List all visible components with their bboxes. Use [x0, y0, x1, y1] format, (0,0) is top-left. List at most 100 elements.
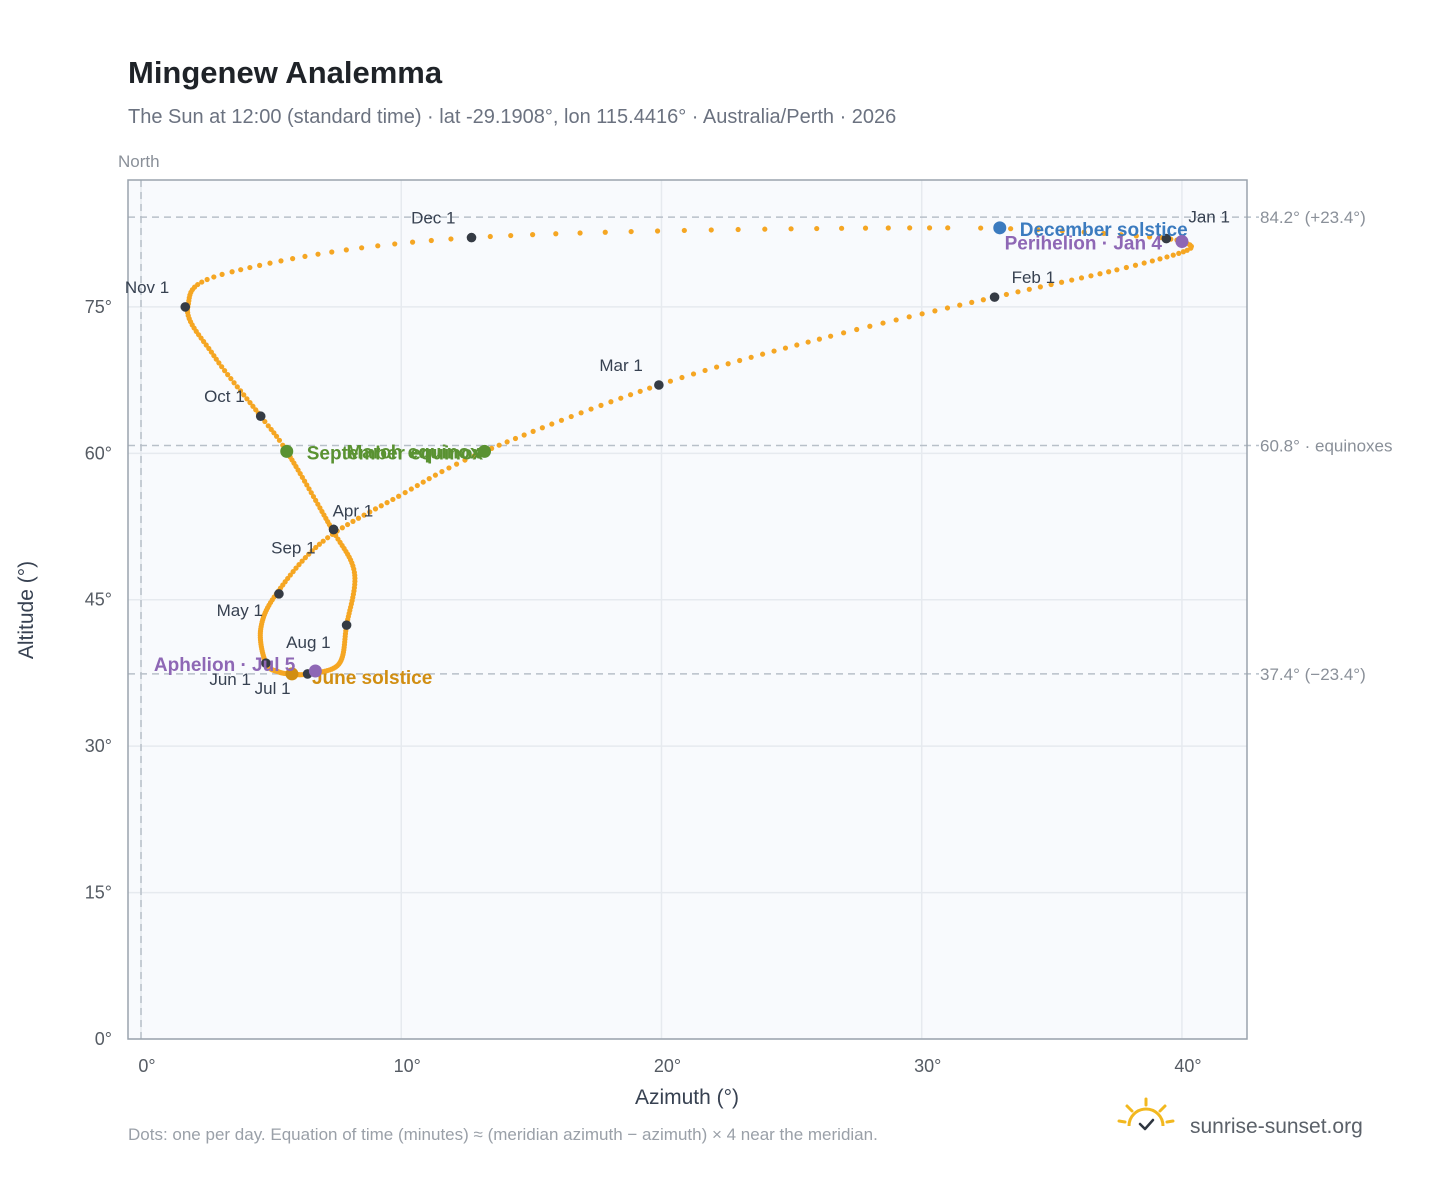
daily-point: [367, 509, 373, 515]
daily-point: [708, 227, 714, 233]
month-marker-label: Jan 1: [1188, 208, 1230, 227]
daily-point: [250, 403, 256, 409]
daily-point: [216, 360, 222, 366]
daily-point: [262, 418, 268, 425]
daily-point: [508, 232, 514, 239]
event-marker: [280, 444, 294, 458]
daily-point: [253, 407, 259, 413]
daily-point: [313, 497, 319, 503]
daily-point: [885, 225, 891, 231]
daily-point: [333, 532, 339, 539]
daily-point: [316, 541, 323, 547]
daily-point: [862, 225, 869, 231]
daily-point: [841, 330, 847, 336]
daily-point: [296, 562, 302, 568]
daily-point: [1133, 233, 1139, 239]
daily-point: [462, 457, 468, 463]
daily-point: [945, 225, 951, 231]
daily-point: [237, 388, 244, 394]
daily-point: [301, 478, 308, 484]
daily-point: [304, 482, 310, 488]
event-label: March equinox: [346, 442, 481, 463]
event-marker: [478, 444, 492, 458]
daily-point: [247, 400, 253, 406]
y-tick-label: 0°: [95, 1029, 112, 1049]
daily-point: [211, 274, 217, 280]
daily-point: [313, 544, 319, 551]
daily-point: [504, 439, 510, 445]
daily-point: [1078, 275, 1085, 281]
month-marker-label: Nov 1: [125, 278, 169, 297]
month-marker: [341, 620, 352, 630]
event-label: June solstice: [312, 668, 432, 689]
daily-point: [854, 326, 860, 333]
daily-point: [195, 281, 201, 288]
month-marker-label: Oct 1: [204, 387, 245, 406]
daily-point: [1114, 267, 1120, 273]
y-tick-label: 75°: [85, 297, 112, 317]
daily-point: [315, 251, 321, 257]
month-marker-label: Mar 1: [599, 356, 642, 375]
daily-point: [568, 413, 574, 420]
daily-point: [267, 260, 273, 266]
daily-point: [496, 442, 502, 448]
daily-point: [1132, 262, 1139, 268]
reference-line-label: 60.8° · equinoxes: [1260, 437, 1393, 456]
daily-point: [748, 354, 754, 360]
daily-point: [1069, 277, 1075, 283]
month-marker-label: Jul 1: [255, 679, 291, 698]
daily-point: [329, 249, 335, 255]
daily-point: [234, 384, 240, 390]
daily-point: [725, 361, 731, 367]
daily-point: [512, 435, 519, 442]
daily-point: [350, 518, 356, 524]
daily-point: [926, 225, 933, 231]
x-tick-label: 20°: [654, 1056, 681, 1076]
north-direction-label: North: [118, 152, 160, 171]
x-axis-ticks: 0° 10° 20° 30° 40°: [138, 1056, 1201, 1076]
y-tick-label: 45°: [85, 590, 112, 610]
daily-point: [219, 364, 225, 370]
daily-point: [372, 506, 379, 512]
plot-background: [128, 180, 1247, 1039]
daily-point: [344, 521, 351, 528]
daily-point: [980, 297, 986, 303]
daily-point: [199, 279, 205, 285]
daily-point: [762, 226, 768, 232]
daily-point: [667, 378, 674, 384]
x-tick-label: 40°: [1174, 1056, 1201, 1076]
daily-point: [1048, 281, 1054, 288]
daily-point: [816, 336, 823, 342]
daily-point: [1035, 227, 1041, 233]
daily-point: [432, 472, 438, 478]
daily-point: [299, 558, 305, 564]
daily-point: [637, 388, 643, 394]
daily-point: [343, 247, 349, 253]
daily-point: [310, 493, 317, 500]
daily-point: [549, 421, 555, 427]
daily-point: [906, 314, 912, 320]
daily-point: [1157, 256, 1163, 262]
month-marker: [654, 380, 664, 390]
daily-point: [487, 233, 493, 240]
daily-point: [238, 267, 244, 273]
month-marker-label: Dec 1: [411, 209, 455, 228]
month-marker-label: May 1: [217, 601, 263, 620]
reference-line-label: 37.4° (−23.4°): [1260, 665, 1366, 684]
month-marker: [274, 589, 284, 599]
daily-point: [735, 226, 741, 233]
daily-point: [690, 371, 697, 377]
daily-point: [618, 395, 624, 401]
daily-point: [325, 535, 331, 541]
brand-name: sunrise-sunset.org: [1190, 1115, 1363, 1138]
daily-point: [1106, 269, 1112, 275]
daily-point: [521, 432, 527, 438]
event-marker: [1175, 234, 1189, 248]
daily-point: [794, 342, 800, 348]
month-marker: [328, 524, 339, 535]
daily-point: [306, 551, 312, 557]
daily-point: [1101, 230, 1107, 237]
daily-point: [453, 461, 460, 467]
